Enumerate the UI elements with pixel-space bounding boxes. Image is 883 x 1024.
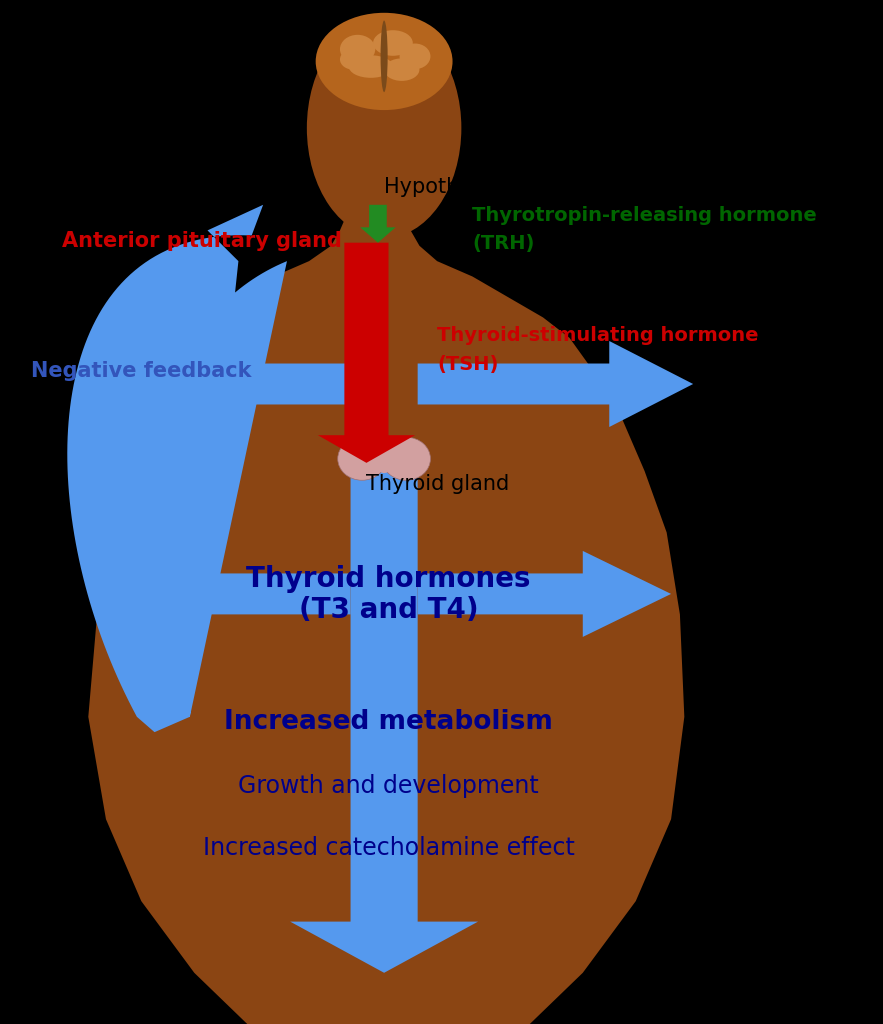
Text: Negative feedback: Negative feedback <box>31 360 252 381</box>
Polygon shape <box>291 456 478 973</box>
Text: Growth and development: Growth and development <box>238 774 539 799</box>
Polygon shape <box>418 551 671 637</box>
Ellipse shape <box>307 17 462 239</box>
Text: Thyroid gland: Thyroid gland <box>366 474 509 495</box>
Text: (TSH): (TSH) <box>437 355 499 374</box>
Ellipse shape <box>316 13 453 111</box>
Text: Increased metabolism: Increased metabolism <box>224 709 553 735</box>
Polygon shape <box>418 341 693 427</box>
Text: Anterior pituitary gland: Anterior pituitary gland <box>62 230 342 251</box>
Polygon shape <box>102 551 351 637</box>
Text: Increased catecholamine effect: Increased catecholamine effect <box>202 836 575 860</box>
Text: (TRH): (TRH) <box>472 234 535 253</box>
Text: Thyroid hormones: Thyroid hormones <box>246 564 531 593</box>
Polygon shape <box>88 184 684 1024</box>
Ellipse shape <box>381 20 388 92</box>
Ellipse shape <box>382 437 431 480</box>
Polygon shape <box>318 243 415 463</box>
Ellipse shape <box>340 35 375 63</box>
Ellipse shape <box>340 49 366 70</box>
Ellipse shape <box>384 58 419 81</box>
Ellipse shape <box>399 44 431 70</box>
Text: Thyrotropin-releasing hormone: Thyrotropin-releasing hormone <box>472 206 817 224</box>
Polygon shape <box>360 205 396 243</box>
Ellipse shape <box>337 437 387 480</box>
Polygon shape <box>79 341 351 427</box>
Ellipse shape <box>374 444 394 473</box>
Ellipse shape <box>349 55 393 78</box>
Ellipse shape <box>374 31 413 55</box>
Text: (T3 and T4): (T3 and T4) <box>298 596 479 625</box>
Text: Hypothalamus: Hypothalamus <box>384 176 535 197</box>
Text: Thyroid-stimulating hormone: Thyroid-stimulating hormone <box>437 327 758 345</box>
Polygon shape <box>67 205 287 732</box>
